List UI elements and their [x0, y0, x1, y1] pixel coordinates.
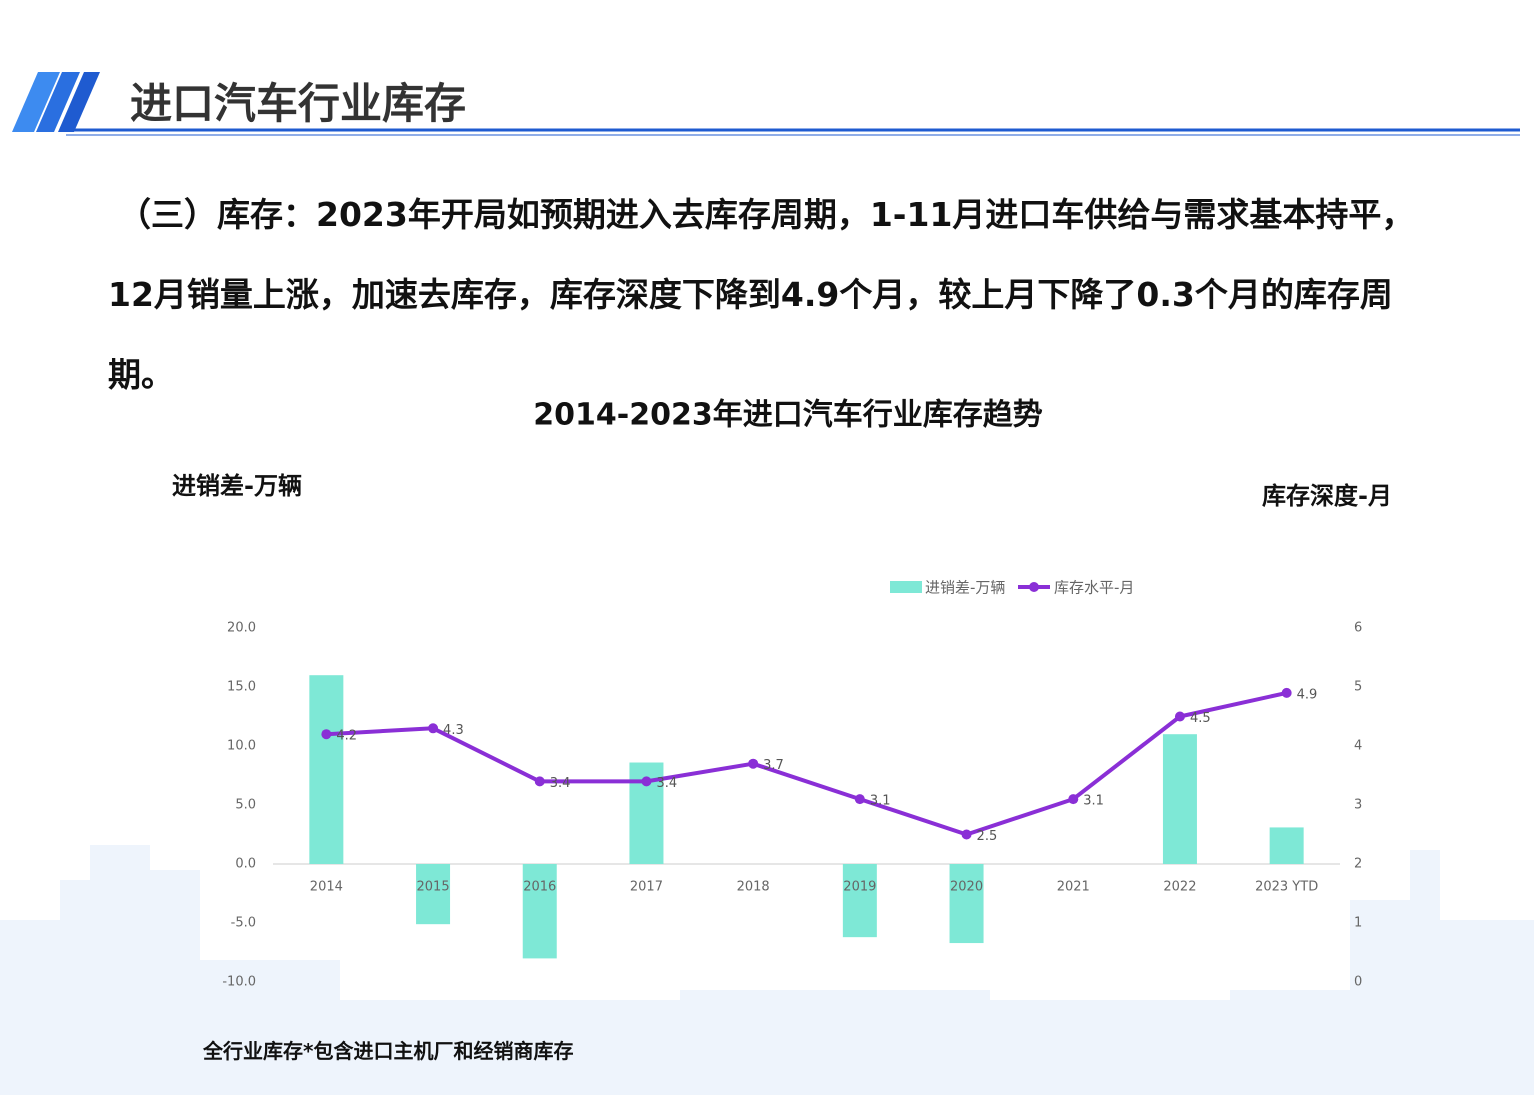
bar [842, 864, 877, 938]
y-tick-label: -5.0 [231, 916, 256, 931]
data-label: 3.1 [870, 794, 891, 809]
y-tick-label: 10.0 [227, 739, 256, 754]
line-marker [961, 829, 972, 840]
legend-label: 库存水平-月 [1054, 579, 1134, 597]
line-marker [534, 776, 545, 787]
y-tick-label: -10.0 [222, 975, 256, 990]
y-axis-title: 进销差-万辆 [172, 472, 302, 500]
legend-swatch [1029, 582, 1039, 592]
x-tick-label: 2020 [950, 880, 983, 895]
data-label: 4.5 [1190, 711, 1211, 726]
line-marker [1068, 794, 1079, 805]
y2-axis-title: 库存深度-月 [1262, 482, 1392, 510]
header-icon [12, 72, 100, 132]
line-marker [1281, 687, 1292, 698]
y2-tick-label: 0 [1354, 975, 1362, 990]
x-tick-label: 2023 YTD [1255, 880, 1318, 895]
y2-tick-label: 2 [1354, 857, 1362, 872]
data-label: 3.4 [656, 776, 677, 791]
data-label: 3.7 [763, 758, 784, 773]
y2-tick-label: 1 [1354, 916, 1362, 931]
line-marker [641, 776, 652, 787]
bar [522, 864, 557, 959]
x-tick-label: 2019 [843, 880, 876, 895]
y2-tick-label: 4 [1354, 739, 1362, 754]
line-marker [321, 729, 332, 740]
x-tick-label: 2021 [1057, 880, 1090, 895]
x-tick-label: 2018 [737, 880, 770, 895]
line-marker [1174, 711, 1185, 722]
x-tick-label: 2015 [417, 880, 450, 895]
y-tick-label: 0.0 [235, 857, 256, 872]
data-label: 4.3 [443, 723, 464, 738]
bar [1269, 827, 1304, 864]
line [326, 690, 1288, 837]
x-tick-label: 2014 [310, 880, 343, 895]
x-tick-label: 2022 [1163, 880, 1196, 895]
data-label: 3.1 [1083, 794, 1104, 809]
y2-tick-label: 6 [1354, 621, 1362, 636]
x-tick-label: 2017 [630, 880, 663, 895]
bar [416, 864, 451, 925]
bar [949, 864, 984, 944]
skyline [0, 845, 1534, 1095]
data-label: 4.9 [1297, 687, 1318, 702]
line-marker [854, 794, 865, 805]
y-tick-label: 20.0 [227, 621, 256, 636]
page-title: 进口汽车行业库存 [130, 79, 467, 128]
legend-swatch [890, 581, 922, 593]
x-tick-label: 2016 [523, 880, 556, 895]
data-label: 2.5 [977, 829, 998, 844]
bar [309, 675, 344, 864]
line-marker [748, 758, 759, 769]
summary: （三）库存：2023年开局如预期进入去库存周期，1-11月进口车供给与需求基本持… [108, 195, 1415, 394]
legend-label: 进销差-万辆 [925, 579, 1005, 597]
bar [1162, 734, 1197, 864]
chart-title: 2014-2023年进口汽车行业库存趋势 [533, 398, 1042, 433]
y2-tick-label: 5 [1354, 680, 1362, 695]
y-tick-label: 15.0 [227, 680, 256, 695]
data-label: 4.2 [336, 729, 357, 744]
footnote: 全行业库存*包含进口主机厂和经销商库存 [203, 1039, 574, 1063]
line-marker [428, 723, 439, 734]
data-label: 3.4 [550, 776, 571, 791]
y-tick-label: 5.0 [235, 798, 256, 813]
y2-tick-label: 3 [1354, 798, 1362, 813]
